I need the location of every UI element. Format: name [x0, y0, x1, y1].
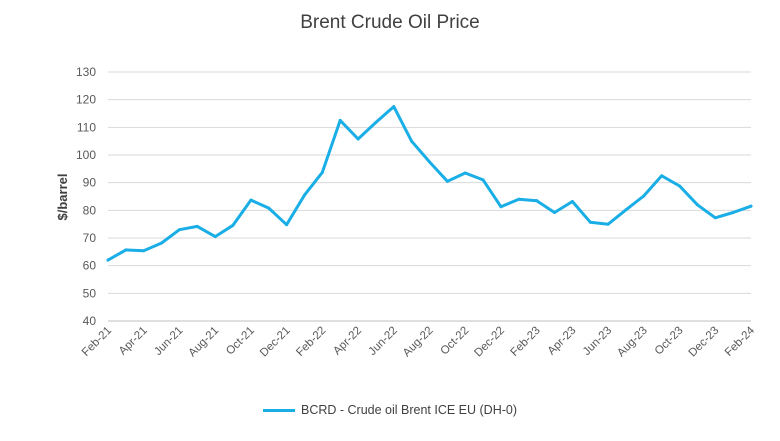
data-point — [285, 223, 289, 227]
y-tick-label: 90 — [83, 176, 97, 190]
data-point — [356, 137, 360, 141]
gridlines — [108, 71, 751, 322]
y-tick-label: 120 — [76, 93, 96, 107]
x-tick-label: Feb-24 — [723, 324, 758, 359]
data-point — [410, 139, 414, 143]
y-tick-label: 130 — [76, 65, 96, 79]
chart-title: Brent Crude Oil Price — [300, 12, 480, 33]
data-point — [106, 258, 110, 262]
x-tick-label: Feb-22 — [294, 325, 328, 359]
data-point — [320, 170, 324, 174]
x-tick-label: Aug-23 — [615, 325, 650, 360]
x-tick-label: Jun-23 — [581, 325, 614, 358]
x-tick-label: Aug-21 — [187, 325, 222, 360]
legend-label: BCRD - Crude oil Brent ICE EU (DH-0) — [300, 403, 517, 417]
x-tick-label: Apr-21 — [117, 325, 150, 358]
y-axis-label: $/barrel — [55, 174, 70, 221]
data-point — [267, 206, 271, 210]
x-axis-ticks: Feb-21 Apr-21 Jun-21 Aug-21 Oct-21 Dec-21 Feb-… — [80, 324, 758, 359]
x-tick-label: Jun-21 — [152, 325, 185, 358]
x-tick-label: Apr-23 — [546, 325, 579, 358]
x-tick-label: Feb-21 — [80, 325, 114, 359]
legend: BCRD - Crude oil Brent ICE EU (DH-0) — [0, 403, 780, 417]
x-tick-label: Dec-22 — [472, 325, 507, 360]
series-layer — [106, 105, 753, 262]
data-point — [142, 249, 146, 253]
x-tick-label: Feb-23 — [509, 325, 543, 359]
y-tick-label: 70 — [83, 231, 97, 245]
data-point — [445, 179, 449, 183]
data-point — [731, 211, 735, 215]
x-tick-label: Oct-21 — [224, 325, 257, 358]
data-point — [463, 171, 467, 175]
y-tick-label: 80 — [83, 203, 97, 217]
data-point — [535, 199, 539, 203]
y-tick-label: 110 — [77, 120, 96, 134]
data-point — [124, 248, 128, 252]
y-tick-label: 40 — [83, 314, 97, 328]
data-point — [588, 220, 592, 224]
series-line-0 — [106, 105, 753, 262]
data-point — [713, 216, 717, 220]
data-point — [302, 193, 306, 197]
data-point — [499, 205, 503, 209]
data-point — [695, 203, 699, 207]
data-point — [374, 120, 378, 124]
data-point — [517, 197, 521, 201]
data-point — [213, 235, 217, 239]
data-point — [428, 160, 431, 164]
data-point — [338, 118, 342, 122]
data-point — [678, 184, 682, 188]
data-point — [160, 241, 164, 245]
y-tick-label: 50 — [83, 286, 97, 300]
data-point — [642, 194, 646, 198]
x-tick-label: Aug-22 — [401, 325, 436, 360]
x-tick-label: Jun-22 — [367, 325, 400, 358]
data-point — [481, 178, 485, 182]
x-tick-label: Apr-22 — [331, 325, 364, 358]
data-point — [177, 228, 181, 232]
data-point — [606, 222, 610, 226]
data-point — [195, 224, 199, 228]
data-point — [553, 211, 557, 215]
x-tick-label: Oct-22 — [438, 325, 471, 358]
x-tick-label: Oct-23 — [653, 325, 686, 358]
y-axis-ticks: 40 50 60 70 80 90 100 110 120 130 — [76, 65, 96, 328]
y-tick-label: 60 — [83, 259, 97, 273]
x-tick-label: Dec-21 — [258, 325, 293, 360]
data-point — [660, 174, 664, 178]
data-point — [249, 198, 253, 202]
data-point — [570, 199, 574, 203]
data-point — [392, 105, 396, 109]
data-point — [231, 223, 235, 227]
y-tick-label: 100 — [76, 148, 96, 162]
x-tick-label: Dec-23 — [687, 325, 722, 360]
data-point — [624, 208, 628, 212]
data-point — [749, 204, 753, 208]
legend-swatch — [262, 408, 295, 412]
